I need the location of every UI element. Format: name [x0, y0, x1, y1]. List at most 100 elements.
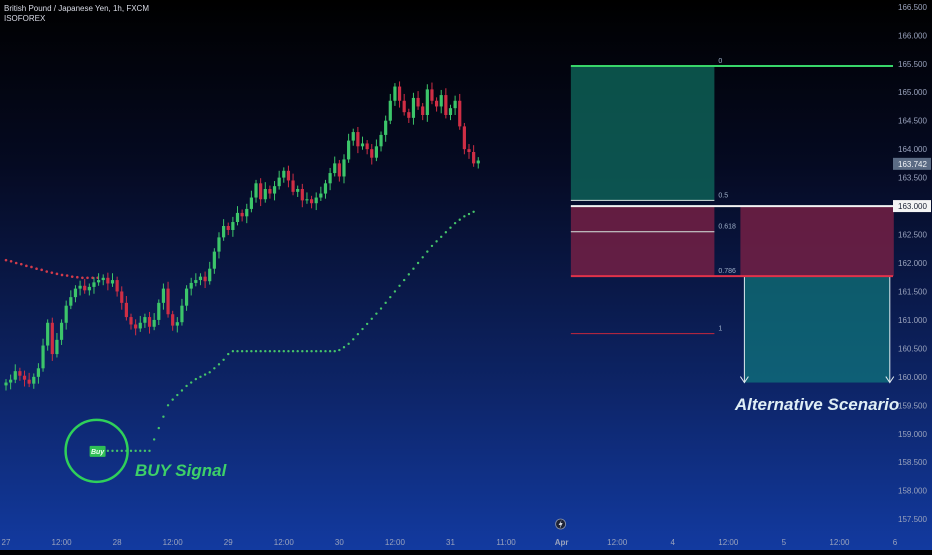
- candle-body: [282, 170, 286, 178]
- time-tick-label: 6: [893, 538, 898, 547]
- candle-body: [27, 379, 31, 384]
- lightning-glyph: [558, 520, 563, 529]
- price-tick-label: 158.000: [898, 487, 927, 496]
- lower-trail-dot: [217, 363, 221, 366]
- time-tick-label: 12:00: [163, 538, 184, 547]
- lower-trail-dot: [379, 307, 383, 310]
- candle-body: [161, 288, 166, 303]
- candle-body: [231, 222, 235, 230]
- lower-trail-dot: [152, 438, 156, 441]
- candle-body: [453, 100, 457, 109]
- candle-body: [50, 322, 54, 355]
- candle-body: [240, 212, 244, 217]
- lower-trail-dot: [264, 350, 267, 353]
- candles: [4, 81, 480, 391]
- lower-trail-dot: [305, 350, 309, 353]
- lower-trail-dot: [430, 244, 434, 248]
- candle-body: [259, 183, 263, 200]
- upper-trail-dot: [40, 268, 43, 272]
- time-tick-label: 12:00: [607, 538, 628, 547]
- lower-trail-dot: [139, 449, 142, 453]
- candle-body: [73, 288, 78, 298]
- candle-body: [467, 149, 471, 152]
- lower-trail-dot: [296, 350, 299, 353]
- candle-body: [342, 159, 346, 177]
- candle-body: [425, 89, 429, 115]
- candle-body: [379, 134, 383, 147]
- candle-body: [407, 112, 411, 118]
- candle-body: [370, 149, 374, 158]
- candle-body: [97, 280, 101, 283]
- lower-trail-dot: [352, 338, 355, 341]
- lower-trail-dot: [347, 342, 350, 346]
- lower-trail-dot: [185, 384, 188, 388]
- candle-body: [64, 305, 68, 323]
- lower-trail-dot: [231, 350, 235, 353]
- lower-trail-dot: [199, 375, 202, 379]
- lower-trail-dot: [389, 295, 392, 299]
- upper-trail-dot: [35, 267, 38, 270]
- lower-trail-dot: [365, 322, 369, 326]
- level-price-box: [893, 200, 931, 213]
- time-tick-label: 5: [782, 538, 787, 547]
- price-tick-label: 163.500: [898, 174, 927, 183]
- time-tick-label: 30: [335, 538, 344, 547]
- alternative-zone: [744, 276, 890, 383]
- candle-body: [87, 286, 91, 291]
- candle-body: [55, 339, 59, 355]
- time-tick-label: 28: [113, 538, 122, 547]
- candle-body: [120, 291, 124, 303]
- time-axis: 27 12:00 28 12:00 29 12:00 30 12:00 31 11:00 Apr 12…: [2, 518, 898, 547]
- time-tick-label: 27: [2, 538, 11, 547]
- candle-body: [157, 302, 161, 320]
- candle-body: [78, 285, 82, 289]
- lower-trail-dot: [287, 350, 290, 353]
- lower-trail-dot: [435, 240, 438, 243]
- lower-trail-dot: [277, 350, 281, 353]
- candle-body: [198, 276, 203, 281]
- price-tick-label: 162.500: [898, 231, 927, 240]
- symbol-title[interactable]: British Pound / Japanese Yen, 1h, FXCM: [4, 4, 149, 13]
- lower-trail-dot: [398, 284, 401, 287]
- upper-trail-dot: [30, 265, 33, 269]
- fib-risk-zone: [570, 206, 715, 277]
- candle-body: [203, 276, 207, 282]
- current-price-box: [893, 157, 931, 170]
- candle-body: [458, 100, 462, 127]
- candle-body: [351, 132, 355, 141]
- candle-body: [222, 226, 226, 238]
- lower-trail-dot: [328, 350, 332, 353]
- time-tick-label: 29: [224, 538, 233, 547]
- alternative-arrow-head: [885, 376, 895, 384]
- lower-trail-dot: [203, 373, 207, 376]
- lower-trail-dot: [444, 231, 448, 234]
- candle-body: [175, 322, 179, 326]
- candle-body: [323, 183, 328, 194]
- candle-body: [134, 324, 138, 329]
- upper-trail-dot: [65, 274, 69, 277]
- time-tick-label: 12:00: [718, 538, 739, 547]
- candle-body: [328, 173, 332, 184]
- candle-body: [337, 163, 341, 177]
- candle-body: [291, 180, 295, 192]
- fib-level-label: 0: [718, 58, 722, 65]
- candle-body: [9, 379, 13, 383]
- fib-levels: 0 0.5 0.618 0.786 1: [570, 58, 893, 335]
- candle-body: [305, 199, 309, 201]
- lower-trail-dot: [240, 350, 244, 353]
- lower-trail-dot: [402, 278, 406, 282]
- lower-trail-dot: [449, 226, 452, 229]
- lower-trail-dot: [134, 449, 137, 453]
- lower-trail-dot: [148, 449, 151, 453]
- alternative-scenario-text: Alternative Scenario: [734, 395, 899, 414]
- upper-trail-dot: [14, 261, 18, 265]
- lower-trail-dot: [213, 367, 216, 370]
- time-tick-label: 12:00: [829, 538, 850, 547]
- lower-trail-dot: [291, 350, 295, 353]
- lower-trail-dot: [227, 352, 230, 356]
- author-label: ISOFOREX: [4, 14, 46, 23]
- upper-trail-dot: [55, 272, 59, 276]
- time-tick-label: 12:00: [385, 538, 406, 547]
- lower-trail-dot: [333, 350, 336, 353]
